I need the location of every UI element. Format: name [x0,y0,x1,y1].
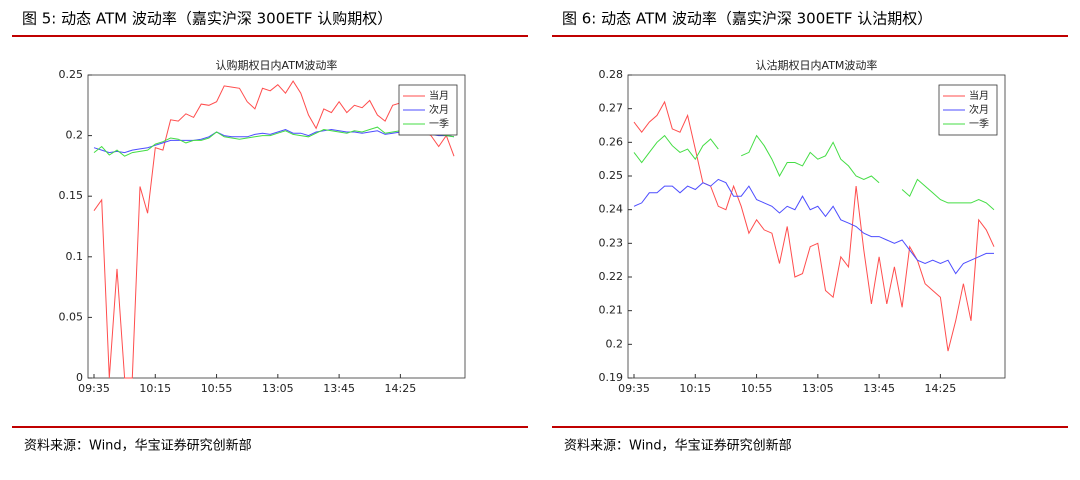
legend-label: 次月 [969,103,989,116]
legend-label: 当月 [429,89,449,102]
y-tick-label: 0.26 [599,135,624,148]
series-line [633,134,995,211]
y-tick-label: 0.22 [599,270,624,283]
y-tick-label: 0.1 [66,250,84,263]
x-tick-label: 09:35 [78,382,110,395]
source-note: 资料来源：Wind，华宝证券研究创新部 [564,438,792,454]
x-tick-label: 13:05 [262,382,294,395]
y-tick-label: 0.23 [599,236,624,249]
x-tick-label: 10:15 [139,382,171,395]
x-tick-label: 13:45 [863,382,895,395]
y-tick-label: 0.24 [599,203,624,216]
legend-label: 一季 [429,118,449,130]
series-line [93,80,455,379]
series-line [633,178,994,275]
y-tick-label: 0.2 [66,129,84,142]
x-tick-label: 13:05 [802,382,834,395]
series-line [633,100,995,352]
chart-title: 认沽期权日内ATM波动率 [756,58,878,72]
legend-label: 当月 [969,89,989,102]
y-tick-label: 0 [76,371,83,384]
x-tick-label: 14:25 [925,382,957,395]
x-tick-label: 09:35 [618,382,650,395]
y-tick-label: 0.25 [59,68,84,81]
y-tick-label: 0.2 [606,337,624,350]
x-tick-label: 10:15 [679,382,711,395]
y-tick-label: 0.25 [599,169,624,182]
x-tick-label: 10:55 [741,382,773,395]
legend-label: 一季 [969,118,989,130]
y-tick-label: 0.15 [59,189,84,202]
y-tick-label: 0.21 [599,304,624,317]
legend-label: 次月 [429,103,449,116]
y-tick-label: 0.27 [599,102,624,115]
series-line [93,126,455,157]
x-tick-label: 13:45 [323,382,355,395]
x-tick-label: 14:25 [385,382,417,395]
source-note: 资料来源：Wind，华宝证券研究创新部 [24,438,252,454]
y-tick-label: 0.05 [59,310,84,323]
y-tick-label: 0.19 [599,371,624,384]
figure-title: 图 5: 动态 ATM 波动率（嘉实沪深 300ETF 认购期权） [22,10,392,28]
x-tick-label: 10:55 [201,382,233,395]
chart-title: 认购期权日内ATM波动率 [216,58,338,72]
y-tick-label: 0.28 [599,68,624,81]
figure-title: 图 6: 动态 ATM 波动率（嘉实沪深 300ETF 认沽期权） [562,10,932,28]
